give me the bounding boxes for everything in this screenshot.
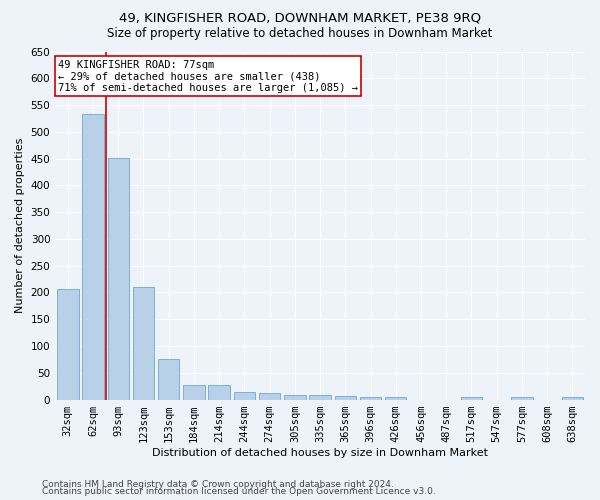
Bar bbox=[208, 385, 230, 400]
Bar bbox=[360, 397, 381, 400]
Bar bbox=[183, 385, 205, 400]
Bar bbox=[511, 397, 533, 400]
Text: 49 KINGFISHER ROAD: 77sqm
← 29% of detached houses are smaller (438)
71% of semi: 49 KINGFISHER ROAD: 77sqm ← 29% of detac… bbox=[58, 60, 358, 92]
X-axis label: Distribution of detached houses by size in Downham Market: Distribution of detached houses by size … bbox=[152, 448, 488, 458]
Bar bbox=[133, 287, 154, 400]
Bar bbox=[310, 396, 331, 400]
Bar bbox=[158, 359, 179, 400]
Bar bbox=[233, 392, 255, 400]
Bar bbox=[385, 397, 406, 400]
Bar bbox=[259, 393, 280, 400]
Bar bbox=[562, 397, 583, 400]
Bar bbox=[461, 397, 482, 400]
Bar bbox=[82, 114, 104, 400]
Bar bbox=[284, 396, 305, 400]
Bar bbox=[107, 158, 129, 400]
Text: 49, KINGFISHER ROAD, DOWNHAM MARKET, PE38 9RQ: 49, KINGFISHER ROAD, DOWNHAM MARKET, PE3… bbox=[119, 12, 481, 24]
Text: Contains public sector information licensed under the Open Government Licence v3: Contains public sector information licen… bbox=[42, 488, 436, 496]
Text: Size of property relative to detached houses in Downham Market: Size of property relative to detached ho… bbox=[107, 28, 493, 40]
Y-axis label: Number of detached properties: Number of detached properties bbox=[15, 138, 25, 313]
Bar bbox=[335, 396, 356, 400]
Text: Contains HM Land Registry data © Crown copyright and database right 2024.: Contains HM Land Registry data © Crown c… bbox=[42, 480, 394, 489]
Bar bbox=[57, 288, 79, 400]
